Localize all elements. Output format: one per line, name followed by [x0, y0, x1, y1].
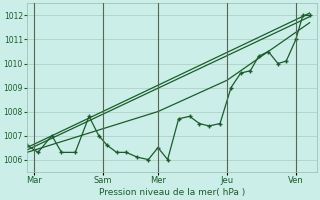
X-axis label: Pression niveau de la mer( hPa ): Pression niveau de la mer( hPa ) — [99, 188, 245, 197]
